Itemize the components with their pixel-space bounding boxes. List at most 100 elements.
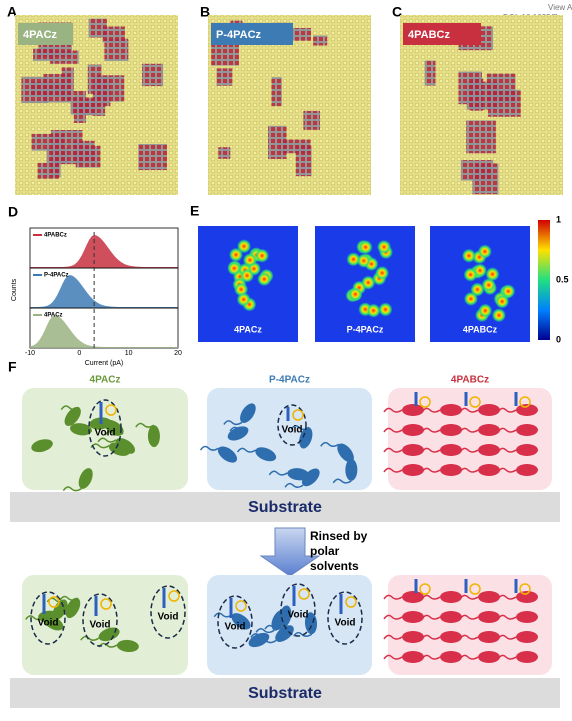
domain [472,163,499,195]
void [327,591,363,645]
tail [60,405,80,411]
blob [463,267,478,282]
x-label: Current (pA) [85,360,124,367]
void [30,591,66,645]
tail [459,467,479,473]
void-label: Void [158,612,179,623]
charge [100,598,112,610]
column-title: P-4PACz [269,375,310,386]
molecule [402,651,424,663]
tail [497,594,517,600]
histogram [30,315,178,348]
molecule [440,444,462,456]
void-label: Void [38,618,59,629]
void-label: Void [335,618,356,629]
molecule [337,443,354,463]
blob [477,244,492,259]
molecule [278,605,292,628]
tail [90,443,110,449]
domain [138,144,167,171]
molecule [440,464,462,476]
domain [218,147,231,159]
molecule [287,468,310,481]
blob [356,253,371,268]
molecule [478,464,500,476]
tail [421,654,441,660]
molecule [516,444,538,456]
charge [168,590,180,602]
molecule [440,651,462,663]
tail [497,614,517,620]
charge [105,404,117,416]
molecule [516,424,538,436]
blob [478,303,493,318]
tail [34,440,54,446]
domain [70,97,98,115]
charge [419,583,431,595]
substrate-label: Substrate [248,685,322,702]
molecule [248,632,270,648]
map-label: P-4PACz [347,324,384,334]
molecule [478,404,500,416]
column-title: 4PACz [90,375,121,386]
molecule [402,631,424,643]
histogram [30,235,178,268]
blob [257,272,272,287]
domain [313,35,328,46]
domain [50,50,79,64]
molecule [478,444,500,456]
molecule [440,591,462,603]
label-box [18,23,73,45]
x-tick-label: 10 [125,350,133,357]
x-tick-label: 20 [174,350,182,357]
colorbar [538,220,550,340]
tail [459,447,479,453]
molecule [227,426,249,441]
void [88,399,122,457]
tail [459,614,479,620]
tail [104,430,124,436]
molecule [402,591,424,603]
tail [421,407,441,413]
column-title: 4PABCz [451,375,489,386]
tail [135,422,155,428]
tail [284,482,304,488]
tail [421,447,441,453]
domain [271,77,282,107]
y-label: Counts [11,278,18,301]
tail [199,445,219,451]
molecule [98,627,120,642]
arrow-text: Rinsed by [310,529,368,543]
label-box [211,23,293,45]
tail [383,467,403,473]
molecule [52,599,68,620]
tail [62,486,82,492]
blob [255,248,270,263]
molecule [231,613,251,630]
charge [235,600,247,612]
colorbar-tick: 0 [556,334,561,344]
charge [48,596,60,608]
charge [292,409,304,421]
panel-label: P-4PACz [216,29,262,41]
domain [88,18,107,38]
molecule [115,438,136,454]
blob [242,253,257,268]
molecule [440,631,462,643]
charge [519,583,531,595]
substrate [10,492,560,522]
tail [497,427,517,433]
histogram [30,275,178,308]
domain [216,68,233,86]
label-box [403,23,481,45]
tail [497,407,517,413]
tail [223,420,243,426]
substrate-label: Substrate [248,499,322,516]
molecule [516,631,538,643]
substrate [10,678,560,708]
tail [250,633,270,639]
molecule [402,404,424,416]
domain [466,120,496,154]
molecule [440,424,462,436]
molecule [478,611,500,623]
